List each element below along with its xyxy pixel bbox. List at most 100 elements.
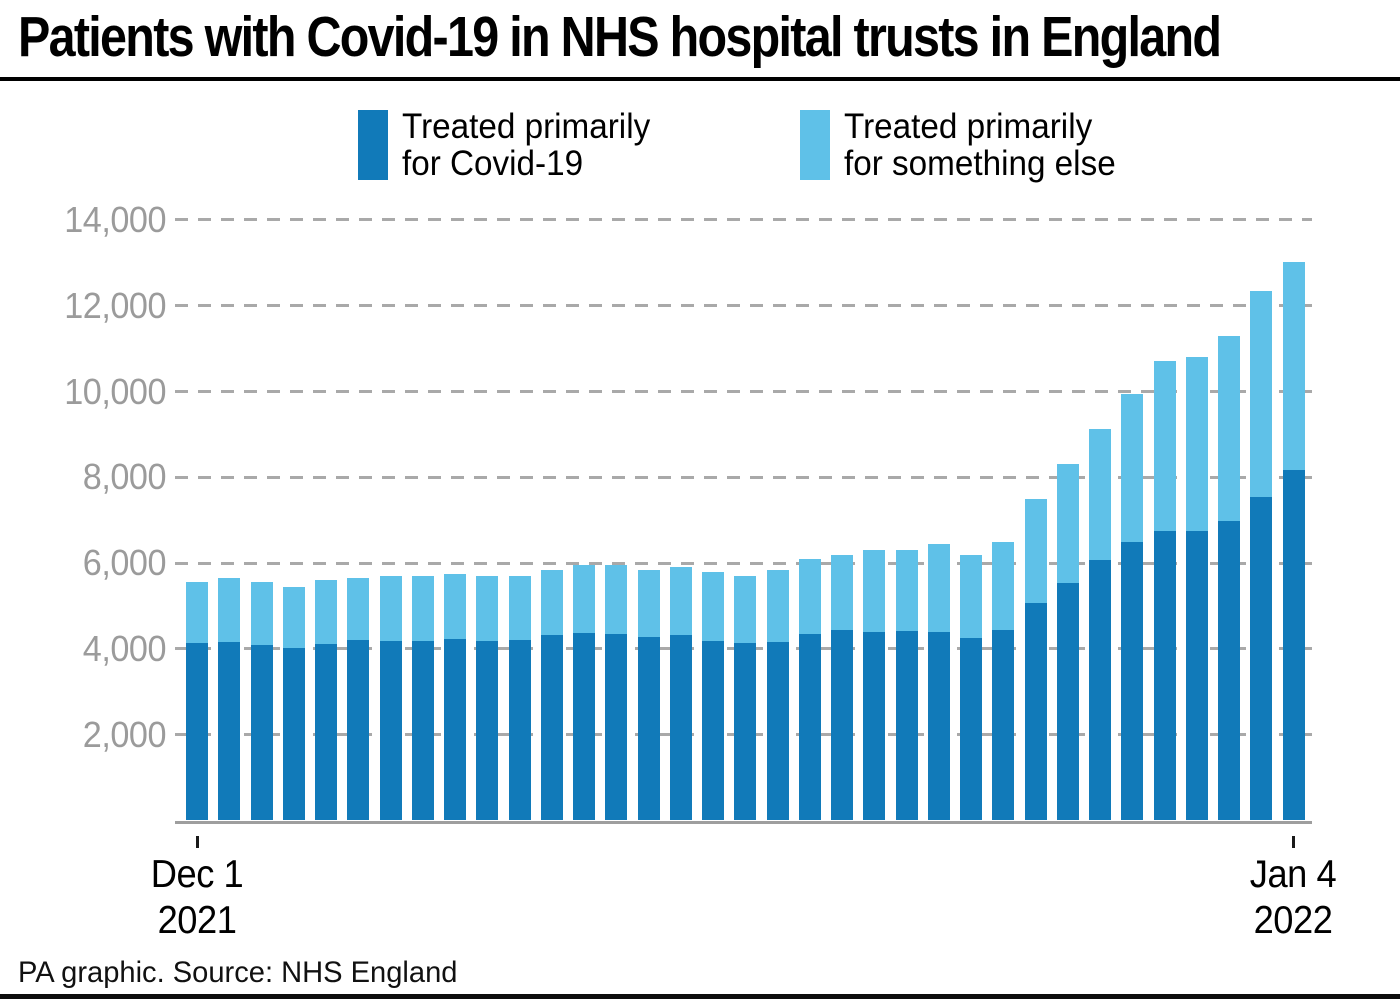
bar-segment-other (315, 580, 337, 645)
bar-segment-covid (1089, 559, 1111, 821)
bar-segment-covid (282, 647, 305, 821)
x-axis-line (175, 820, 1312, 824)
bar-segment-covid (218, 642, 241, 821)
bar-segment-covid (1153, 531, 1176, 821)
bar-segment-other (960, 554, 982, 639)
bar-segment-other (1153, 361, 1176, 532)
bar-segment-covid (315, 644, 337, 821)
bar-segment-covid (927, 632, 950, 821)
bar-segment-other (476, 575, 499, 642)
bar-segment-other (218, 578, 241, 643)
bar-segment-other (250, 582, 273, 645)
bar-segment-other (282, 586, 305, 648)
legend-swatch-covid (358, 110, 388, 180)
legend-label-other: Treated primarily for something else (844, 108, 1116, 182)
bar-segment-covid (798, 633, 821, 821)
x-label-start-date: Dec 1 (150, 853, 244, 896)
gridline-6000 (175, 561, 1312, 565)
bar-segment-other (798, 558, 821, 634)
bar-segment-other (734, 575, 757, 643)
y-tick-label: 2,000 (82, 713, 167, 755)
bar-segment-covid (540, 635, 563, 821)
bar-segment-covid (1185, 530, 1208, 821)
legend-label-other-line2: for something else (844, 144, 1116, 183)
bar-segment-covid (1250, 497, 1273, 821)
bar-segment-covid (766, 642, 789, 821)
bar-segment-covid (605, 633, 628, 821)
page-title: Patients with Covid-19 in NHS hospital t… (18, 5, 1222, 69)
x-label-end-year: 2022 (1253, 899, 1333, 942)
bar-segment-covid (444, 638, 466, 821)
gridline-8000 (175, 475, 1312, 479)
legend-label-covid-line2: for Covid-19 (402, 144, 584, 183)
bar-segment-covid (508, 639, 531, 821)
bar-segment-other (927, 543, 950, 633)
bar-segment-other (1282, 261, 1305, 470)
bar-segment-other (347, 578, 370, 641)
bar-segment-covid (1282, 469, 1305, 821)
legend-label-covid-line1: Treated primarily (402, 107, 651, 146)
bar-segment-covid (702, 641, 724, 821)
bar-segment-other (411, 575, 434, 641)
bar-segment-covid (573, 632, 595, 821)
bar-segment-covid (379, 641, 402, 821)
y-tick-label: 4,000 (82, 627, 167, 669)
bar-segment-covid (476, 641, 499, 821)
bar-segment-other (831, 554, 853, 631)
y-tick-label: 12,000 (64, 284, 166, 326)
gridline-10000 (175, 390, 1312, 393)
bar-segment-other (766, 569, 789, 643)
bar-segment-covid (186, 643, 208, 821)
bar-segment-other (895, 550, 918, 631)
bar-segment-other (1185, 357, 1208, 531)
x-label-start-year: 2021 (157, 899, 237, 942)
bar-segment-covid (734, 642, 757, 821)
bar-segment-other (1250, 290, 1273, 498)
footer-credit: PA graphic. Source: NHS England (18, 956, 458, 989)
bar-segment-other (669, 567, 692, 636)
x-tick-label-start: Dec 1 2021 (104, 852, 290, 944)
bar-segment-covid (992, 629, 1015, 821)
title-rule (0, 77, 1400, 81)
legend-swatch-other (800, 110, 830, 180)
bar-segment-covid (863, 632, 886, 821)
y-tick-label: 8,000 (82, 456, 167, 498)
bar-segment-other (637, 569, 660, 638)
bar-segment-covid (895, 630, 918, 821)
bar-segment-covid (960, 638, 982, 821)
bar-segment-other (992, 541, 1015, 630)
bar-segment-other (573, 565, 595, 633)
x-tick-label-end: Jan 4 2022 (1200, 852, 1386, 944)
y-tick-label: 14,000 (64, 198, 166, 240)
legend-label-covid: Treated primarily for Covid-19 (402, 108, 650, 182)
bar-segment-other (1056, 464, 1079, 584)
bar-segment-other (1121, 393, 1144, 542)
y-tick-label: 10,000 (64, 370, 166, 412)
bar-segment-other (863, 550, 886, 633)
legend-label-other-line1: Treated primarily (844, 107, 1093, 146)
bar-segment-covid (831, 630, 853, 821)
bar-segment-other (1024, 498, 1047, 603)
bar-segment-covid (1121, 541, 1144, 821)
bar-segment-covid (669, 635, 692, 821)
bar-segment-other (1089, 429, 1111, 560)
x-label-end-date: Jan 4 (1249, 853, 1337, 896)
bar-segment-covid (1024, 602, 1047, 821)
gridline-14000 (175, 218, 1312, 222)
bar-segment-other (1218, 335, 1240, 522)
bar-segment-other (508, 575, 531, 640)
bar-segment-covid (347, 640, 370, 821)
bar-segment-other (186, 582, 208, 644)
bar-segment-other (605, 565, 628, 634)
x-tick-start (195, 836, 199, 848)
bar-segment-covid (1056, 583, 1079, 821)
bottom-rule (0, 994, 1400, 999)
y-tick-label: 6,000 (82, 542, 167, 584)
bar-segment-other (444, 573, 466, 639)
bar-segment-covid (1218, 521, 1240, 821)
bar-segment-other (540, 569, 563, 636)
x-tick-end (1292, 836, 1295, 848)
bar-segment-other (702, 571, 724, 642)
bar-segment-other (379, 575, 402, 642)
